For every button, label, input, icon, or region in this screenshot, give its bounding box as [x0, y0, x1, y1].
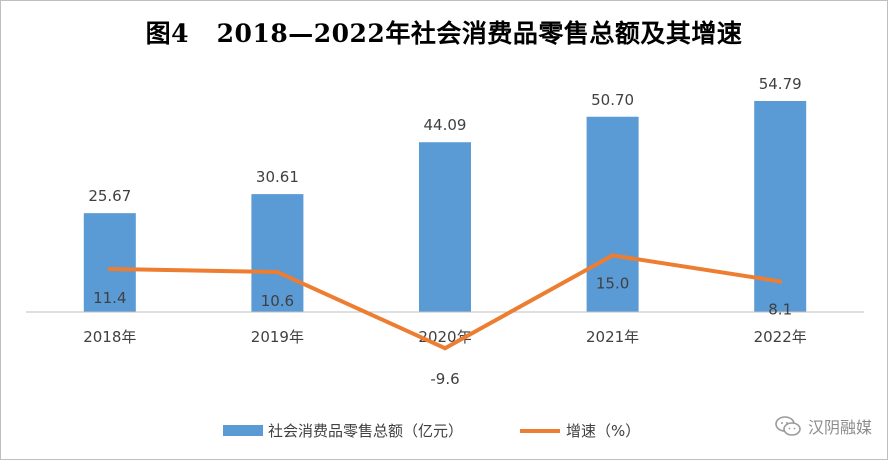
- x-tick-label: 2022年: [754, 328, 807, 346]
- bar-data-label: 50.70: [591, 91, 634, 109]
- line-data-label: 8.1: [768, 300, 792, 318]
- line-data-label: 15.0: [596, 274, 629, 292]
- bar-data-label: 44.09: [424, 116, 467, 134]
- chart-title: 图4 2018—2022年社会消费品零售总额及其增速: [145, 19, 743, 48]
- legend-label-line: 增速（%）: [566, 422, 640, 440]
- x-tick-label: 2019年: [251, 328, 304, 346]
- bar-data-label: 30.61: [256, 168, 299, 186]
- watermark-text: 汉阴融媒: [807, 418, 872, 437]
- bar-data-label: 54.79: [759, 75, 802, 93]
- bar: [83, 213, 136, 312]
- x-tick-label: 2021年: [586, 328, 639, 346]
- line-point: [107, 267, 112, 271]
- legend-label-bars: 社会消费品零售总额（亿元）: [268, 422, 463, 440]
- x-tick-label: 2018年: [83, 328, 136, 346]
- legend-swatch-bars: [223, 425, 263, 436]
- watermark: 汉阴融媒: [774, 414, 872, 438]
- line-data-label: 10.6: [261, 292, 294, 310]
- line-point: [610, 253, 615, 258]
- line-point: [443, 346, 447, 351]
- bar: [419, 142, 471, 312]
- line-data-label: 11.4: [93, 289, 126, 307]
- line-data-label: -9.6: [430, 370, 459, 388]
- bar-data-label: 25.67: [88, 187, 131, 205]
- bar: [586, 116, 639, 312]
- line-point: [275, 270, 280, 275]
- wechat-icon: [775, 416, 801, 436]
- line-point: [778, 279, 783, 284]
- bar: [251, 194, 304, 312]
